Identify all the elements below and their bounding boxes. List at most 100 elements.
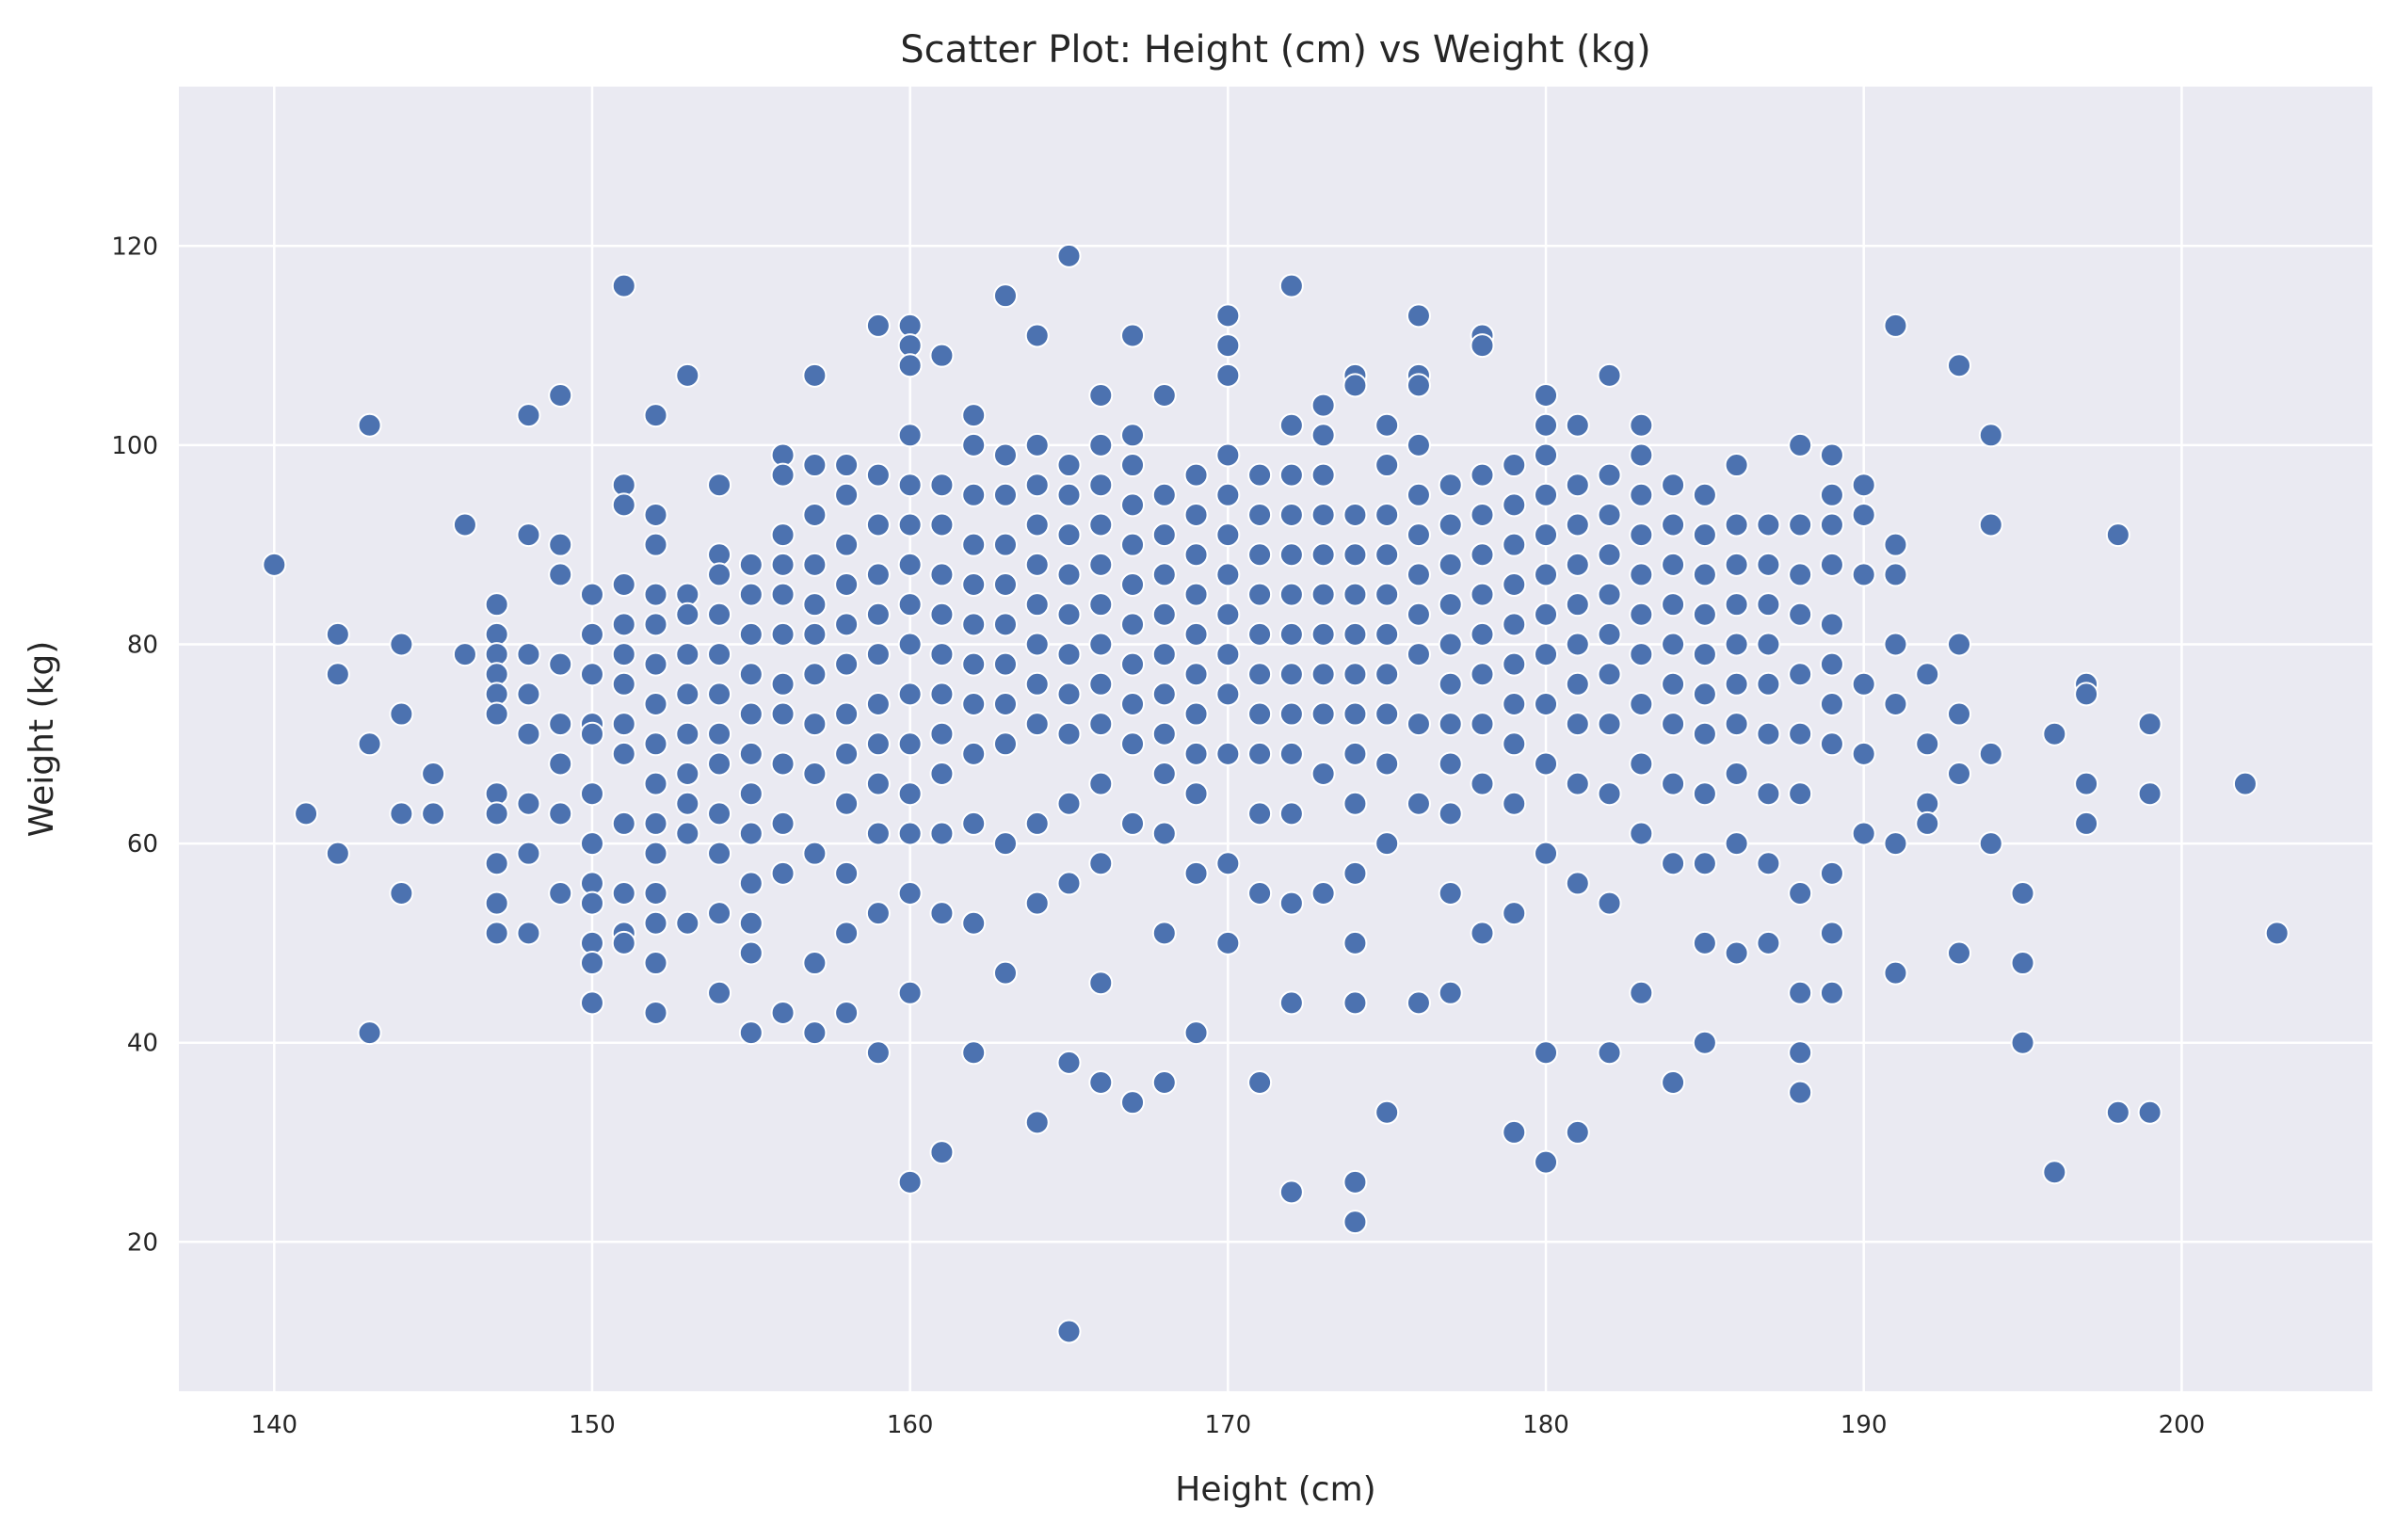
scatter-point: [1088, 851, 1114, 876]
scatter-point: [357, 1020, 382, 1046]
scatter-point: [1215, 442, 1241, 468]
scatter-point: [1406, 791, 1431, 816]
scatter-point: [1629, 482, 1654, 507]
scatter-point: [865, 512, 891, 537]
scatter-point: [1088, 382, 1114, 408]
scatter-point: [770, 860, 796, 886]
scatter-point: [675, 791, 700, 816]
scatter-point: [1819, 552, 1844, 577]
scatter-point: [1756, 781, 1781, 807]
scatter-point: [897, 473, 923, 498]
scatter-point: [1661, 1070, 1686, 1096]
scatter-point: [1502, 453, 1527, 478]
scatter-point: [1374, 1099, 1400, 1125]
scatter-point: [1406, 990, 1431, 1016]
scatter-point: [1597, 1040, 1622, 1066]
scatter-point: [1024, 512, 1050, 537]
scatter-point: [1120, 532, 1146, 557]
scatter-point: [1183, 860, 1209, 886]
scatter-point: [1629, 642, 1654, 667]
scatter-point: [1692, 721, 1717, 746]
scatter-point: [1597, 621, 1622, 647]
scatter-point: [1565, 512, 1590, 537]
scatter-point: [1502, 651, 1527, 677]
scatter-point: [1088, 771, 1114, 796]
scatter-point: [1915, 662, 1940, 687]
scatter-point: [1215, 642, 1241, 667]
scatter-point: [1819, 442, 1844, 468]
scatter-point: [1756, 512, 1781, 537]
scatter-point: [1756, 721, 1781, 746]
x-axis-label: Height (cm): [1175, 1470, 1375, 1509]
scatter-point: [802, 621, 828, 647]
scatter-point: [1819, 612, 1844, 637]
scatter-point: [643, 1000, 668, 1025]
scatter-point: [1151, 562, 1177, 587]
scatter-point: [1342, 990, 1368, 1016]
scatter-point: [1215, 333, 1241, 359]
scatter-point: [1342, 930, 1368, 955]
scatter-point: [1183, 582, 1209, 607]
scatter-point: [2137, 1099, 2162, 1125]
scatter-point: [1947, 701, 1972, 727]
scatter-point: [1088, 971, 1114, 996]
scatter-point: [738, 1020, 764, 1046]
scatter-point: [1183, 621, 1209, 647]
scatter-point: [675, 910, 700, 936]
scatter-point: [961, 432, 987, 457]
scatter-point: [929, 343, 955, 368]
scatter-point: [389, 801, 414, 826]
x-tick-label: 170: [1205, 1411, 1252, 1439]
scatter-point: [1534, 522, 1559, 548]
scatter-point: [802, 712, 828, 737]
scatter-point: [1502, 731, 1527, 757]
scatter-point: [611, 741, 636, 766]
scatter-point: [579, 582, 604, 607]
scatter-point: [1310, 621, 1336, 647]
scatter-point: [325, 621, 350, 647]
scatter-point: [770, 810, 796, 836]
scatter-point: [834, 612, 860, 637]
scatter-point: [1056, 562, 1082, 587]
scatter-point: [897, 552, 923, 577]
scatter-point: [1342, 741, 1368, 766]
scatter-point: [1056, 453, 1082, 478]
scatter-point: [1978, 512, 2003, 537]
scatter-point: [1724, 592, 1749, 618]
scatter-point: [1024, 671, 1050, 697]
scatter-point: [1247, 662, 1273, 687]
scatter-point: [1629, 821, 1654, 846]
scatter-point: [802, 662, 828, 687]
scatter-point: [1278, 662, 1304, 687]
scatter-point: [992, 612, 1018, 637]
scatter-point: [1502, 791, 1527, 816]
scatter-point: [929, 642, 955, 667]
scatter-point: [484, 921, 509, 946]
scatter-point: [1534, 751, 1559, 777]
scatter-point: [992, 651, 1018, 677]
scatter-point: [1851, 562, 1876, 587]
scatter-point: [1692, 781, 1717, 807]
scatter-point: [738, 741, 764, 766]
scatter-point: [834, 532, 860, 557]
scatter-point: [834, 572, 860, 598]
scatter-point: [897, 592, 923, 618]
scatter-point: [1247, 1070, 1273, 1096]
scatter-point: [1502, 492, 1527, 518]
scatter-point: [897, 781, 923, 807]
scatter-point: [389, 701, 414, 727]
scatter-point: [1151, 1070, 1177, 1096]
scatter-point: [643, 532, 668, 557]
scatter-point: [1247, 621, 1273, 647]
scatter-point: [897, 731, 923, 757]
scatter-point: [1565, 592, 1590, 618]
scatter-point: [1502, 1119, 1527, 1145]
scatter-point: [1534, 412, 1559, 438]
scatter-point: [1597, 362, 1622, 388]
scatter-point: [325, 841, 350, 866]
y-tick-label: 100: [111, 432, 158, 460]
scatter-point: [1788, 781, 1813, 807]
scatter-point: [738, 701, 764, 727]
scatter-point: [1724, 831, 1749, 857]
scatter-point: [1374, 412, 1400, 438]
